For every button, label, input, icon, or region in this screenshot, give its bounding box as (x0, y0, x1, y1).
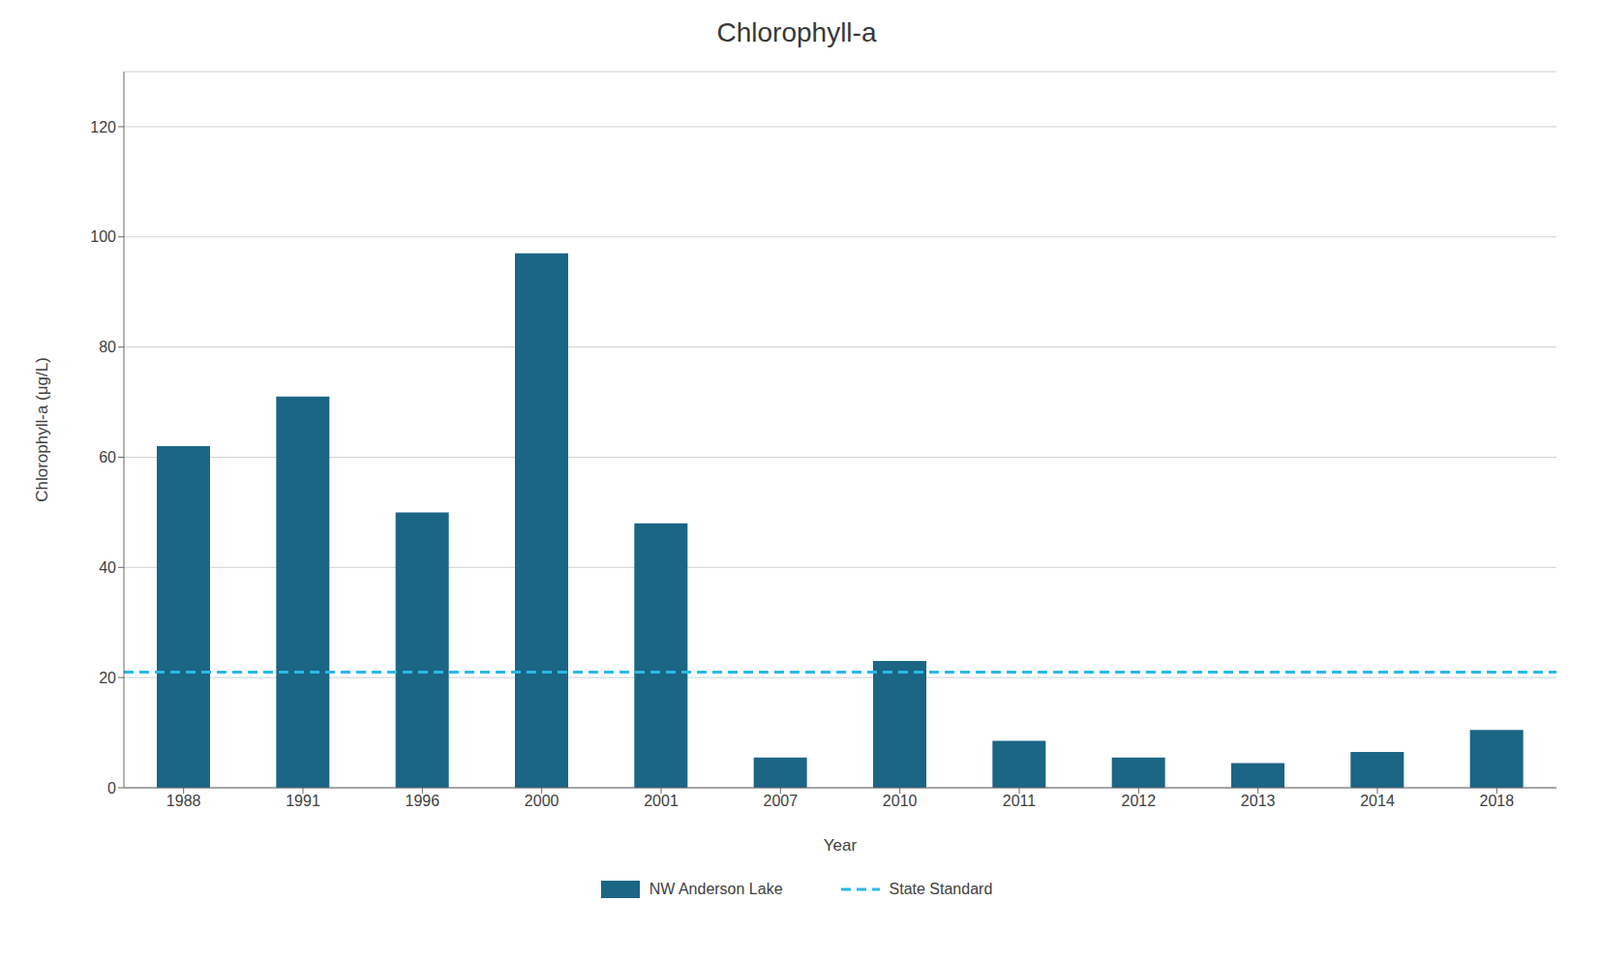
svg-text:2000: 2000 (524, 792, 560, 810)
svg-text:2001: 2001 (643, 792, 679, 810)
svg-text:2012: 2012 (1121, 792, 1157, 810)
svg-text:2011: 2011 (1002, 792, 1037, 810)
html-text:Chlorophyll-a: Chlorophyll-a (716, 17, 877, 48)
svg-text:0: 0 (107, 780, 117, 797)
html-text:NW Anderson Lake: NW Anderson Lake (649, 880, 783, 898)
svg-text:60: 60 (98, 449, 117, 466)
svg-text:80: 80 (98, 338, 117, 356)
svg-text:40: 40 (98, 559, 117, 576)
svg-text:100: 100 (90, 228, 117, 245)
svg-text:Year: Year (823, 836, 858, 855)
svg-text:2014: 2014 (1359, 792, 1395, 810)
svg-text:2013: 2013 (1240, 792, 1276, 810)
svg-text:1996: 1996 (405, 792, 441, 810)
svg-text:20: 20 (98, 669, 117, 687)
svg-text:1991: 1991 (285, 792, 321, 810)
svg-text:1988: 1988 (166, 792, 202, 810)
svg-text:2007: 2007 (763, 792, 799, 810)
html-text:State Standard: State Standard (889, 880, 993, 898)
svg-text:Chlorophyll-a (μg/L): Chlorophyll-a (μg/L) (32, 357, 52, 503)
svg-text:120: 120 (90, 119, 117, 136)
svg-text:2010: 2010 (882, 792, 918, 810)
svg-text:2018: 2018 (1479, 792, 1515, 810)
